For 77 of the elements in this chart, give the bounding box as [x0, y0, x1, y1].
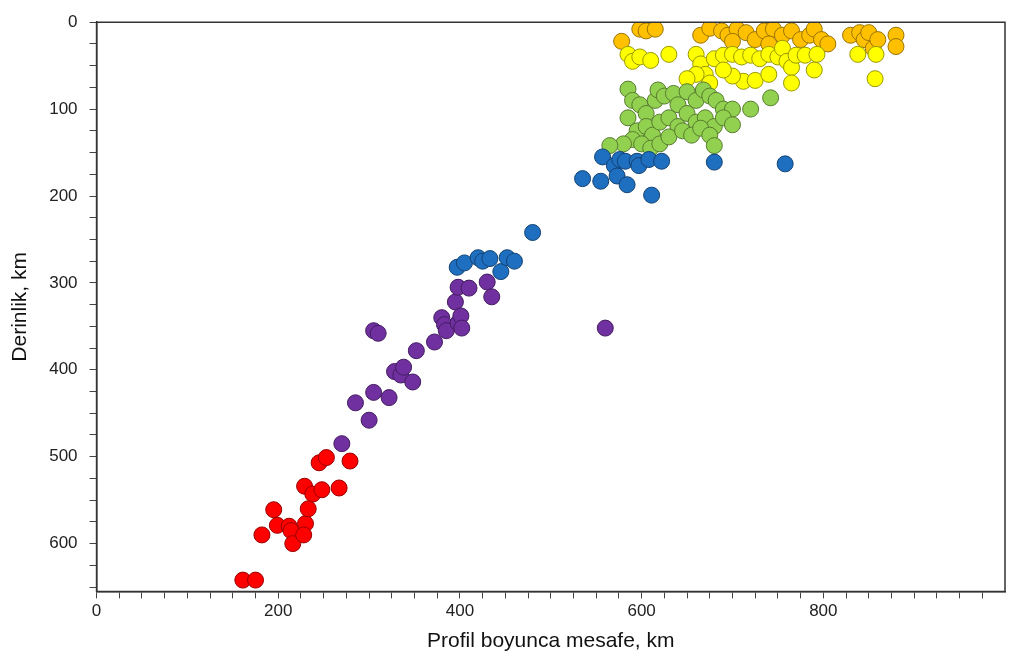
y-tick-label: 600 — [49, 533, 78, 553]
point — [705, 137, 723, 155]
point — [660, 128, 678, 146]
point — [867, 45, 885, 63]
x-axis-title: Profil boyunca mesafe, km — [427, 628, 675, 652]
point — [284, 535, 302, 553]
point — [642, 51, 660, 69]
point — [660, 45, 678, 63]
point — [453, 319, 471, 337]
x-tick-label: 400 — [445, 601, 475, 621]
point — [404, 373, 422, 391]
point — [483, 288, 501, 306]
point — [492, 263, 510, 281]
point — [341, 452, 359, 470]
point — [395, 358, 413, 376]
point — [760, 65, 778, 83]
point — [346, 394, 364, 412]
point — [478, 273, 496, 291]
point — [295, 526, 313, 544]
y-tick-label: 400 — [49, 359, 78, 379]
point — [446, 293, 464, 311]
y-tick-label: 100 — [49, 98, 78, 118]
y-axis-title: Derinlik, km — [7, 251, 31, 362]
point — [776, 155, 794, 173]
point — [317, 449, 335, 467]
point — [247, 571, 265, 589]
point — [618, 176, 636, 194]
point — [369, 324, 387, 342]
point — [714, 61, 732, 79]
y-tick-label: 200 — [49, 185, 78, 205]
point — [333, 435, 351, 453]
y-tick-label: 300 — [49, 272, 78, 292]
point — [313, 481, 331, 499]
point — [869, 31, 887, 49]
x-tick-label: 200 — [264, 601, 293, 621]
point — [613, 32, 631, 50]
point — [805, 61, 823, 79]
point — [437, 322, 455, 340]
point — [574, 170, 592, 188]
x-tick-label: 800 — [809, 601, 838, 621]
point — [524, 224, 542, 241]
point — [253, 526, 271, 544]
point — [365, 383, 383, 401]
point — [887, 38, 905, 56]
point — [265, 501, 283, 519]
point — [592, 172, 610, 190]
y-tick-label: 500 — [49, 446, 78, 466]
point — [330, 479, 348, 497]
y-tick-label: 0 — [68, 11, 78, 31]
point — [360, 411, 378, 429]
point — [614, 135, 632, 153]
point — [742, 100, 760, 118]
point — [505, 252, 523, 270]
point — [762, 89, 780, 107]
point — [653, 152, 671, 170]
point — [783, 74, 801, 92]
point — [819, 35, 837, 53]
x-tick-label: 600 — [627, 601, 656, 621]
point — [746, 71, 764, 89]
point — [481, 250, 499, 268]
point — [299, 500, 317, 518]
point — [705, 153, 723, 171]
point — [808, 45, 826, 63]
point — [407, 342, 425, 360]
point — [460, 279, 478, 297]
point — [849, 45, 867, 63]
point — [594, 148, 612, 166]
point — [380, 389, 398, 407]
x-tick-label: 0 — [91, 601, 102, 621]
point — [646, 22, 664, 38]
point — [455, 254, 473, 272]
point — [723, 116, 741, 134]
point — [619, 109, 637, 127]
point — [643, 186, 661, 204]
point — [596, 319, 614, 337]
point — [866, 70, 884, 88]
point — [426, 333, 443, 351]
